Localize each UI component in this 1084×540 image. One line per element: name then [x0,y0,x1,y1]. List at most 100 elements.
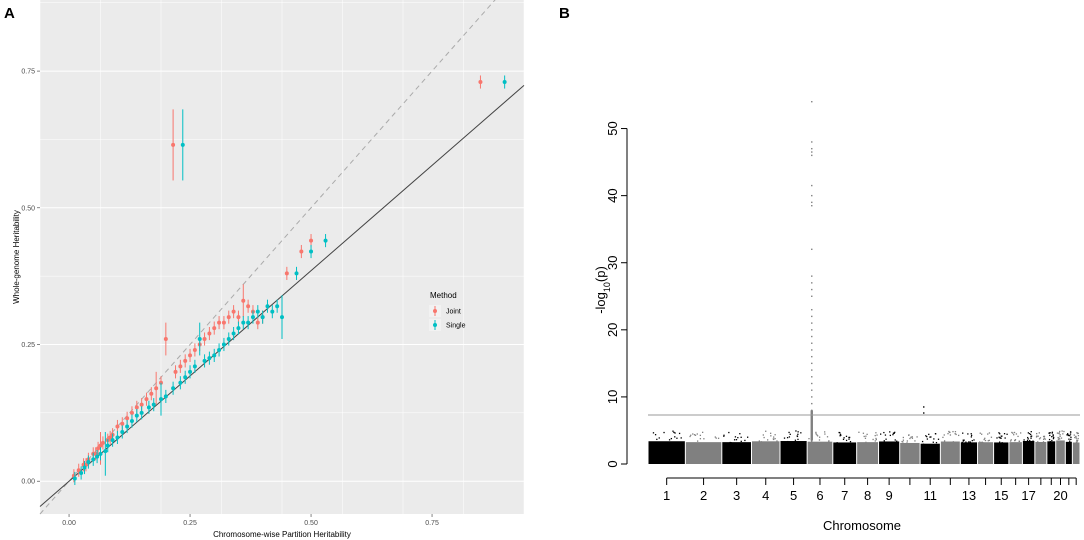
chromosome-outlier-point [671,438,672,439]
chromosome-outlier-point [1029,433,1030,434]
chromosome-outlier-point [1058,433,1059,434]
chromosome-outlier-point [1078,435,1079,436]
chromosome-outlier-point [681,437,682,438]
point-single [227,337,231,341]
chromosome-points-chr13 [961,442,977,464]
chromosome-outlier-point [1062,433,1063,434]
point-joint [203,337,207,341]
chromosome-outlier-point [922,441,923,442]
peak-point-chr6 [811,322,812,323]
point-single [86,460,90,464]
chromosome-outlier-point [1057,437,1058,438]
chromosome-points-chr19 [1047,441,1055,464]
point-single [198,337,202,341]
chromosome-outlier-point [1036,433,1037,434]
panel-b-x-axis: 1 2 3 4 5 6 7 8 9 11 13 15 17 20 [663,478,1076,503]
y-tick-label: 20 [605,323,620,337]
chromosome-outlier-point [655,434,656,435]
chromosome-points-chr22 [1073,442,1080,464]
chromosome-outlier-point [864,436,865,437]
point-joint [193,348,197,352]
point-joint [125,416,129,420]
chromosome-outlier-point [938,439,939,440]
chromosome-outlier-point [795,430,796,431]
panel-b-points [649,101,1080,464]
chromosome-outlier-point [848,437,849,438]
chromosome-outlier-point [984,439,985,440]
chromosome-points-chr9 [879,441,899,464]
chromosome-outlier-point [824,431,825,432]
chromosome-outlier-point [759,440,760,441]
chromosome-points-chr1 [649,441,685,464]
point-single [275,304,279,308]
chromosome-outlier-point [907,440,908,441]
peak-point-chr6 [811,329,812,330]
chromosome-outlier-point [1010,440,1011,441]
legend-label-single: Single [446,323,466,330]
chromosome-outlier-point [816,434,817,435]
chromosome-outlier-point [935,433,936,434]
chromosome-outlier-point [767,439,768,440]
point-single [99,452,103,456]
chromosome-outlier-point [1031,431,1032,432]
chromosome-outlier-point [1070,433,1071,434]
chromosome-points-chr16 [1009,442,1022,464]
chromosome-outlier-point [999,433,1000,434]
chromosome-outlier-point [1039,432,1040,433]
chromosome-outlier-point [933,438,934,439]
chromosome-outlier-point [843,439,844,440]
chromosome-outlier-point [1036,436,1037,437]
chromosome-outlier-point [1040,437,1041,438]
point-joint [144,397,148,401]
point-single [178,381,182,385]
panel-a-letter: A [4,5,15,22]
chromosome-outlier-point [790,434,791,435]
chromosome-outlier-point [953,441,954,442]
chromosome-points-chr15 [994,442,1008,464]
point-single [280,315,284,319]
chromosome-outlier-point [866,434,867,435]
chromosome-outlier-point [1038,436,1039,437]
chromosome-outlier-point [843,437,844,438]
point-single [135,414,139,418]
chromosome-outlier-point [1005,437,1006,438]
chromosome-outlier-point [787,441,788,442]
chromosome-outlier-point [774,438,775,439]
chromosome-outlier-point [889,431,890,432]
chromosome-outlier-point [797,431,798,432]
chromosome-outlier-point [653,432,654,433]
chromosome-outlier-point [689,436,690,437]
chromosome-outlier-point [1052,434,1053,435]
chromosome-outlier-point [875,432,876,433]
x-tick-label: 17 [1021,488,1035,503]
chromosome-outlier-point [697,440,698,441]
chromosome-outlier-point [916,436,917,437]
chromosome-outlier-point [923,444,924,445]
chromosome-outlier-point [773,436,774,437]
peak-point-chr6 [811,155,812,156]
chromosome-outlier-point [1067,434,1068,435]
chromosome-outlier-point [1049,439,1050,440]
chromosome-outlier-point [1061,437,1062,438]
chromosome-outlier-point [1074,434,1075,435]
x-tick-label: 0.75 [425,520,439,527]
chromosome-outlier-point [819,439,820,440]
peak-point-chr6 [811,289,812,290]
y-tick-label: 10 [605,390,620,404]
chromosome-outlier-point [763,434,764,435]
chromosome-outlier-point [761,441,762,442]
chromosome-outlier-point [1078,438,1079,439]
panel-b-x-axis-label: Chromosome [823,518,901,533]
chromosome-outlier-point [739,433,740,434]
chromosome-outlier-point [1076,432,1077,433]
chromosome-outlier-point [987,433,988,434]
point-joint [149,392,153,396]
chromosome-outlier-point [730,442,731,443]
point-joint [222,321,226,325]
chromosome-outlier-point [865,442,866,443]
chromosome-outlier-point [1069,435,1070,436]
chromosome-outlier-point [962,433,963,434]
chromosome-outlier-point [947,433,948,434]
panel-a-chart: A 0.00 0.25 0.50 0.75 0.00 0.25 0.50 0.75 Chrom… [0,0,545,540]
chromosome-outlier-point [663,432,664,433]
